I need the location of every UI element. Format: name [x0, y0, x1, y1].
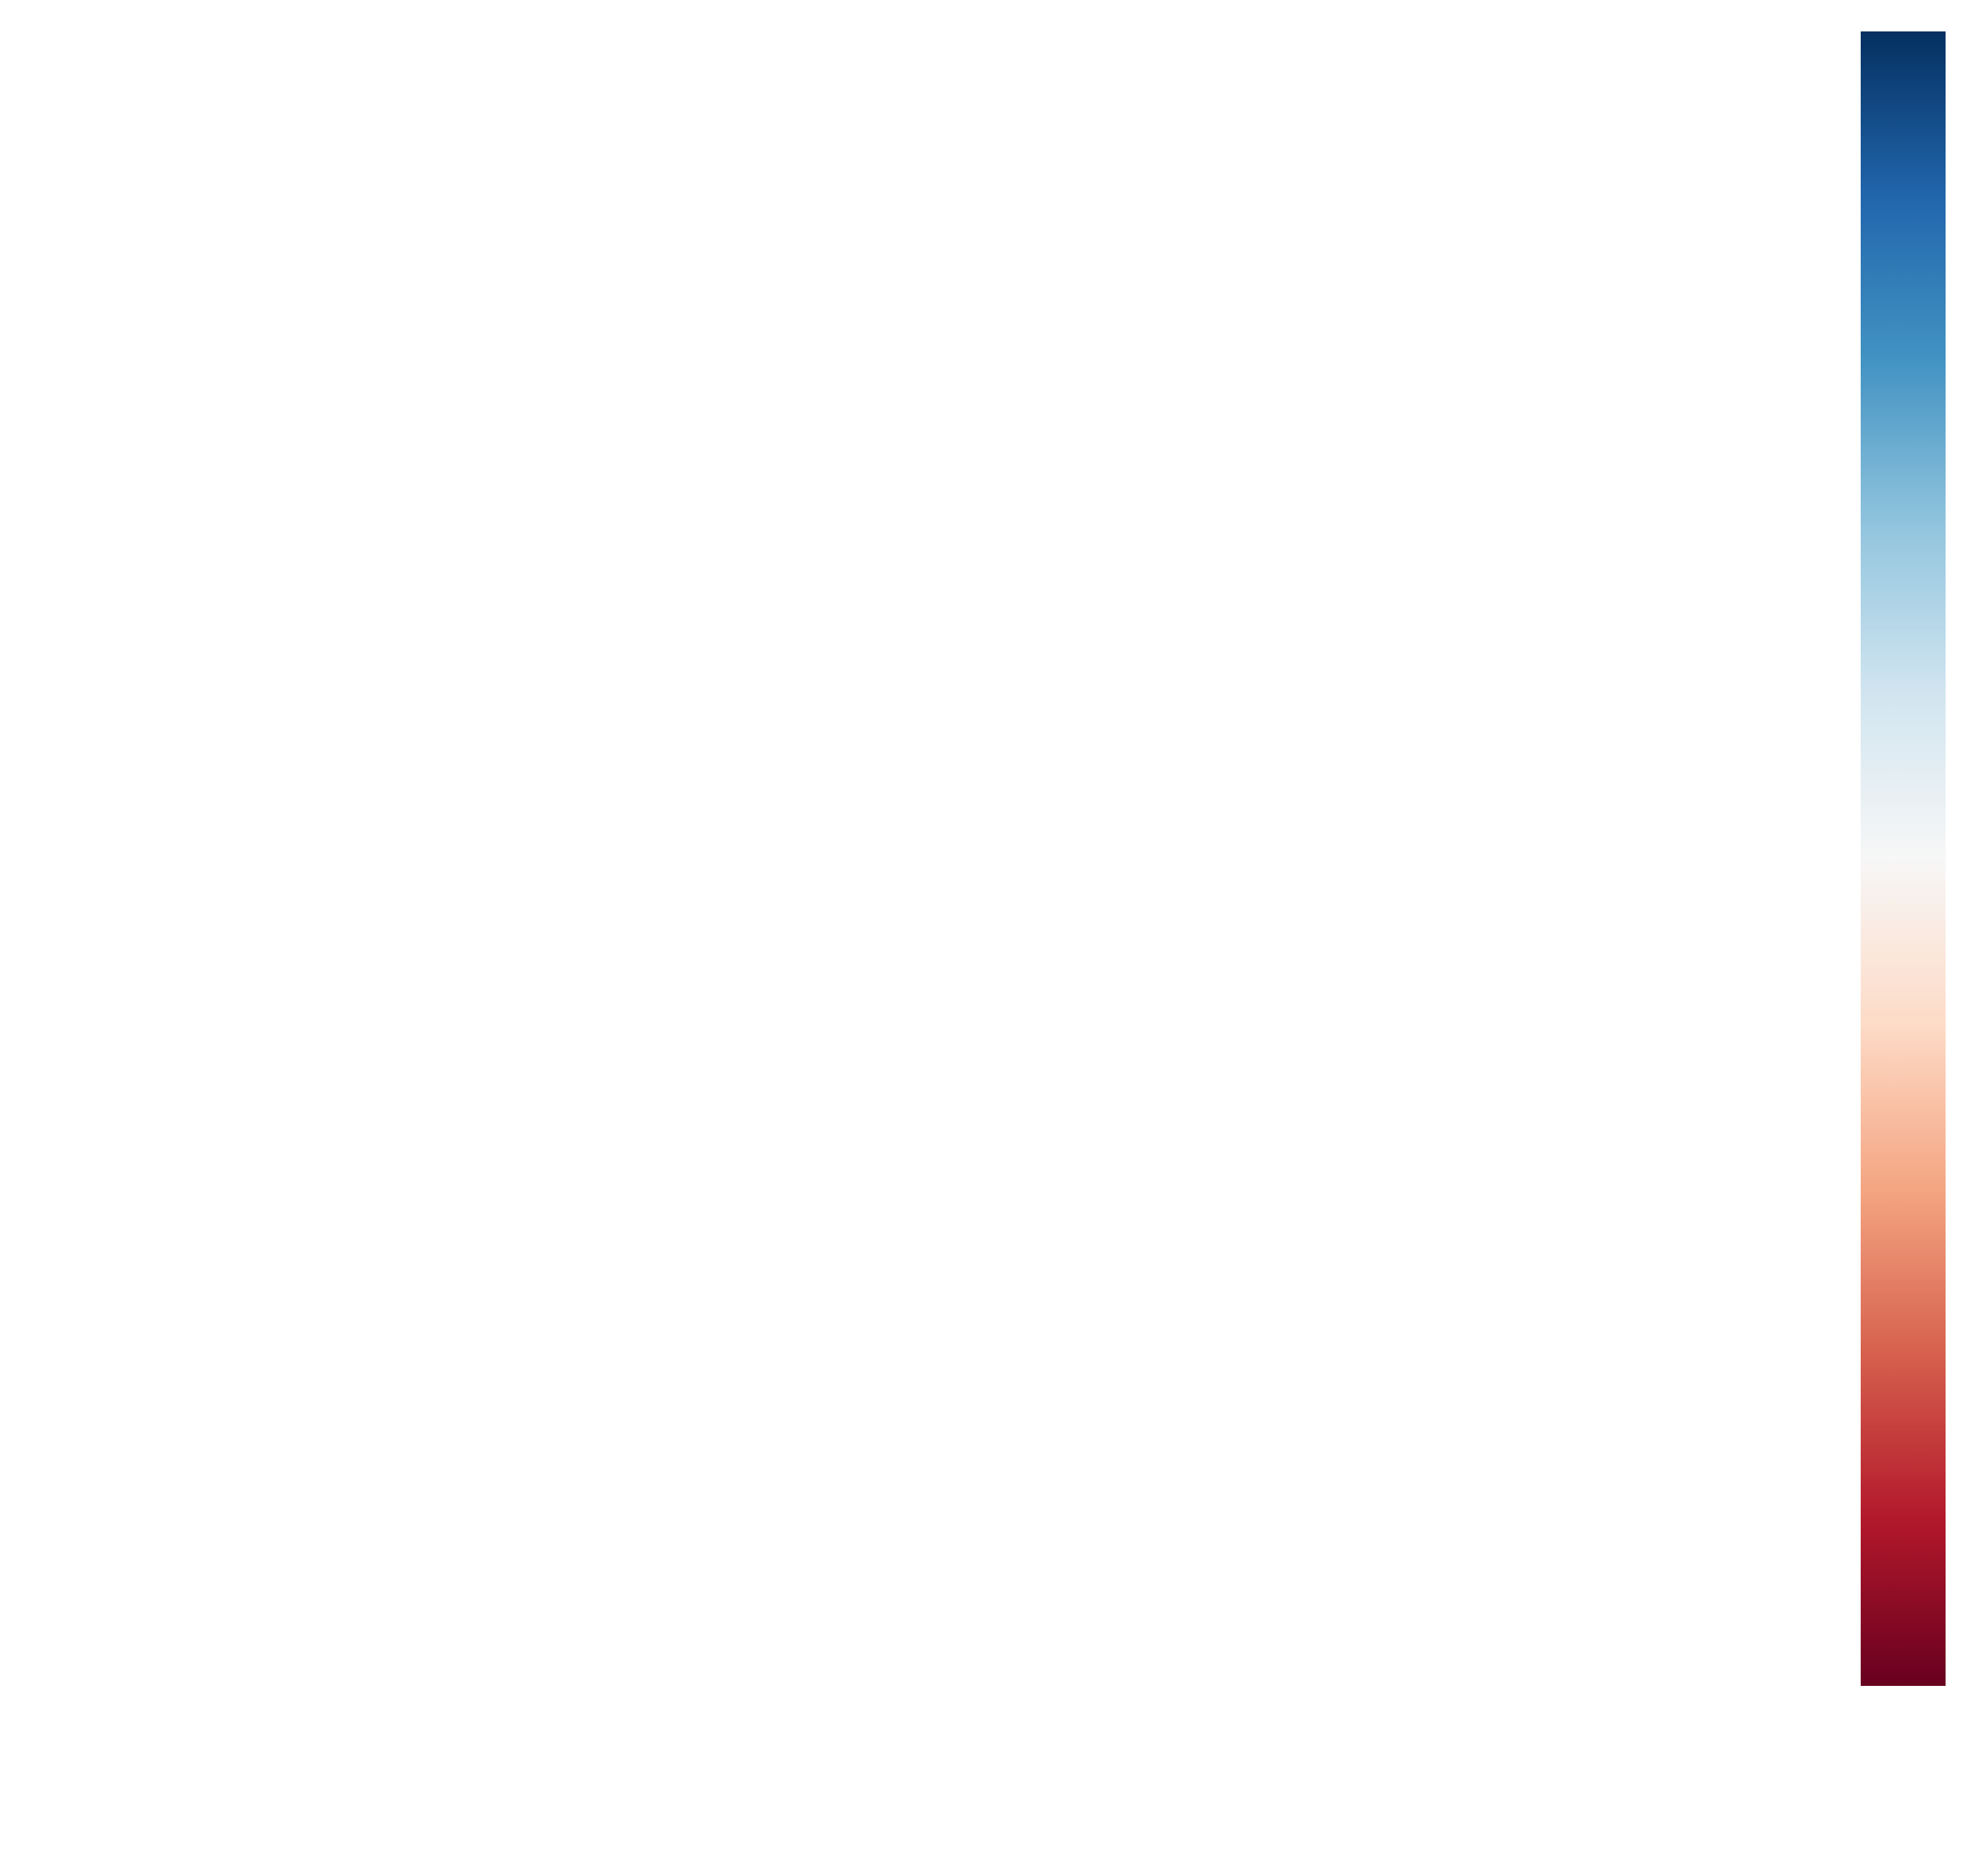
colorbar-gradient: [1861, 31, 1946, 1686]
correlation-heatmap: [207, 105, 1784, 1683]
